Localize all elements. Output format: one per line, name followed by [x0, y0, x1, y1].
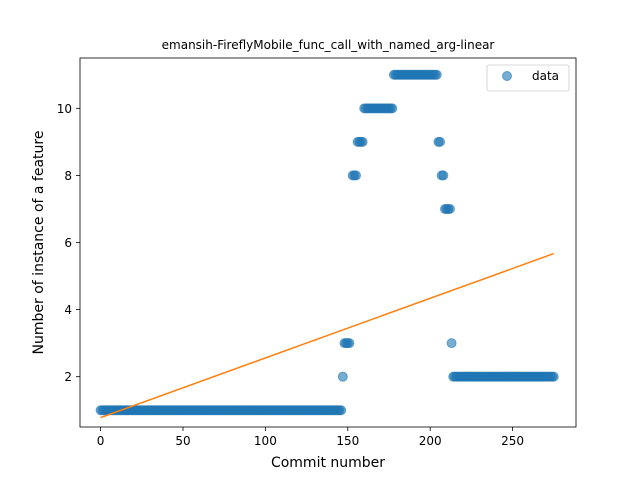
axes-background: [80, 58, 576, 427]
x-tick-label: 200: [419, 434, 442, 448]
data-point: [446, 338, 457, 349]
data-point: [351, 170, 362, 181]
data-point: [344, 338, 355, 349]
x-axis-label: Commit number: [271, 455, 385, 471]
y-axis: 2 4 6 8 10: [57, 102, 80, 384]
chart-title: emansih-FireflyMobile_func_call_with_nam…: [162, 38, 495, 52]
data-point: [387, 103, 398, 114]
x-tick-label: 100: [254, 434, 277, 448]
data-point: [435, 136, 446, 147]
fit-line-layer: [100, 252, 555, 419]
legend-marker-data: [502, 71, 512, 81]
y-tick-label: 10: [57, 102, 72, 116]
x-axis: 0 50 100 150 200 250: [97, 427, 524, 448]
y-tick-label: 8: [64, 169, 72, 183]
data-point: [548, 371, 559, 382]
data-point: [444, 203, 455, 214]
y-tick-label: 2: [64, 370, 72, 384]
legend: data: [486, 64, 570, 92]
data-point: [438, 170, 449, 181]
legend-label-data: data: [532, 69, 559, 83]
y-tick-label: 6: [64, 236, 72, 250]
x-tick-label: 150: [336, 434, 359, 448]
fit-line: [100, 252, 555, 419]
data-points: [95, 69, 559, 416]
data-point: [431, 69, 442, 80]
x-tick-label: 0: [97, 434, 105, 448]
x-tick-label: 250: [501, 434, 524, 448]
data-point: [357, 136, 368, 147]
data-point: [337, 371, 348, 382]
y-tick-label: 4: [64, 303, 72, 317]
data-point: [336, 405, 347, 416]
x-tick-label: 50: [175, 434, 190, 448]
plot-area: [80, 58, 576, 427]
y-axis-label: Number of instance of a feature: [31, 131, 47, 355]
